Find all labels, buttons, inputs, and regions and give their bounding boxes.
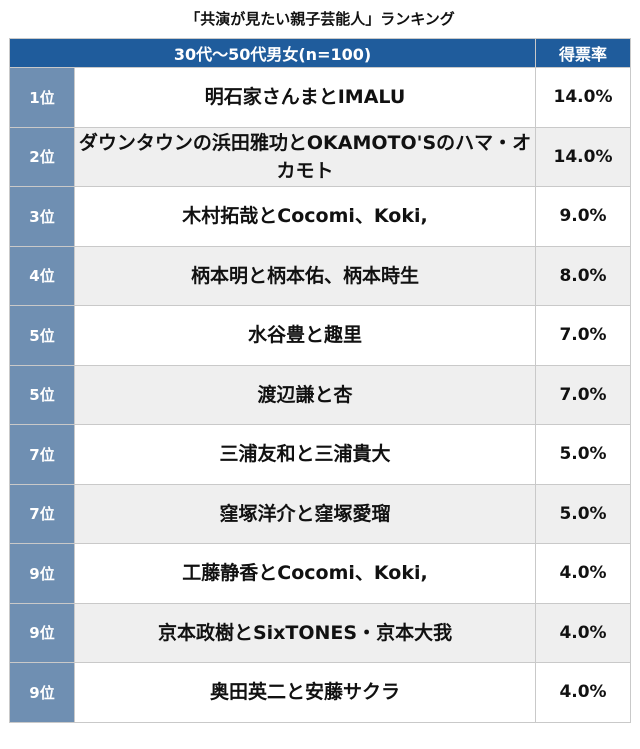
- rate-cell: 4.0%: [535, 662, 632, 723]
- rank-cell: 4位: [9, 245, 75, 306]
- table-header-row: 30代〜50代男女(n=100) 得票率: [8, 38, 632, 68]
- rate-cell: 8.0%: [535, 245, 632, 306]
- table-row: 2位 ダウンタウンの浜田雅功とOKAMOTO'Sのハマ・オカモト 14.0%: [9, 126, 632, 187]
- rate-cell: 5.0%: [535, 424, 632, 485]
- rate-cell: 4.0%: [535, 602, 632, 663]
- rate-cell: 14.0%: [535, 67, 632, 128]
- name-cell: 京本政樹とSixTONES・京本大我: [73, 602, 537, 663]
- ranking-table: 30代〜50代男女(n=100) 得票率 1位 明石家さんまとIMALU 14.0%…: [8, 38, 632, 723]
- table-row: 4位 柄本明と柄本佑、柄本時生 8.0%: [9, 245, 632, 306]
- name-cell: 奥田英二と安藤サクラ: [73, 662, 537, 723]
- header-group-label: 30代〜50代男女(n=100): [8, 38, 537, 68]
- header-rate-label: 得票率: [535, 38, 632, 68]
- table-row: 9位 奥田英二と安藤サクラ 4.0%: [9, 662, 632, 723]
- rate-cell: 4.0%: [535, 543, 632, 604]
- rank-cell: 2位: [9, 126, 75, 187]
- table-row: 5位 水谷豊と趣里 7.0%: [9, 305, 632, 366]
- rate-cell: 9.0%: [535, 186, 632, 247]
- table-row: 1位 明石家さんまとIMALU 14.0%: [9, 67, 632, 128]
- rank-cell: 5位: [9, 305, 75, 366]
- ranking-rows: 1位 明石家さんまとIMALU 14.0% 2位 ダウンタウンの浜田雅功とOKAMOTO…: [9, 67, 632, 723]
- name-cell: 三浦友和と三浦貴大: [73, 424, 537, 485]
- name-cell: 柄本明と柄本佑、柄本時生: [73, 245, 537, 306]
- name-cell: ダウンタウンの浜田雅功とOKAMOTO'Sのハマ・オカモト: [73, 126, 537, 187]
- table-row: 9位 工藤静香とCocomi、Koki, 4.0%: [9, 543, 632, 604]
- rate-cell: 7.0%: [535, 364, 632, 425]
- table-row: 7位 三浦友和と三浦貴大 5.0%: [9, 424, 632, 485]
- name-cell: 水谷豊と趣里: [73, 305, 537, 366]
- table-row: 3位 木村拓哉とCocomi、Koki, 9.0%: [9, 186, 632, 247]
- name-cell: 窪塚洋介と窪塚愛瑠: [73, 483, 537, 544]
- chart-title: 「共演が見たい親子芸能人」ランキング: [185, 10, 455, 28]
- rank-cell: 9位: [9, 602, 75, 663]
- table-row: 5位 渡辺謙と杏 7.0%: [9, 364, 632, 425]
- name-cell: 渡辺謙と杏: [73, 364, 537, 425]
- rate-cell: 7.0%: [535, 305, 632, 366]
- table-row: 9位 京本政樹とSixTONES・京本大我 4.0%: [9, 602, 632, 663]
- rank-cell: 7位: [9, 483, 75, 544]
- rank-cell: 9位: [9, 543, 75, 604]
- rate-cell: 5.0%: [535, 483, 632, 544]
- name-cell: 工藤静香とCocomi、Koki,: [73, 543, 537, 604]
- rank-cell: 5位: [9, 364, 75, 425]
- rank-cell: 7位: [9, 424, 75, 485]
- rank-cell: 1位: [9, 67, 75, 128]
- rate-cell: 14.0%: [535, 126, 632, 187]
- name-cell: 木村拓哉とCocomi、Koki,: [73, 186, 537, 247]
- rank-cell: 3位: [9, 186, 75, 247]
- rank-cell: 9位: [9, 662, 75, 723]
- table-row: 7位 窪塚洋介と窪塚愛瑠 5.0%: [9, 483, 632, 544]
- name-cell: 明石家さんまとIMALU: [73, 67, 537, 128]
